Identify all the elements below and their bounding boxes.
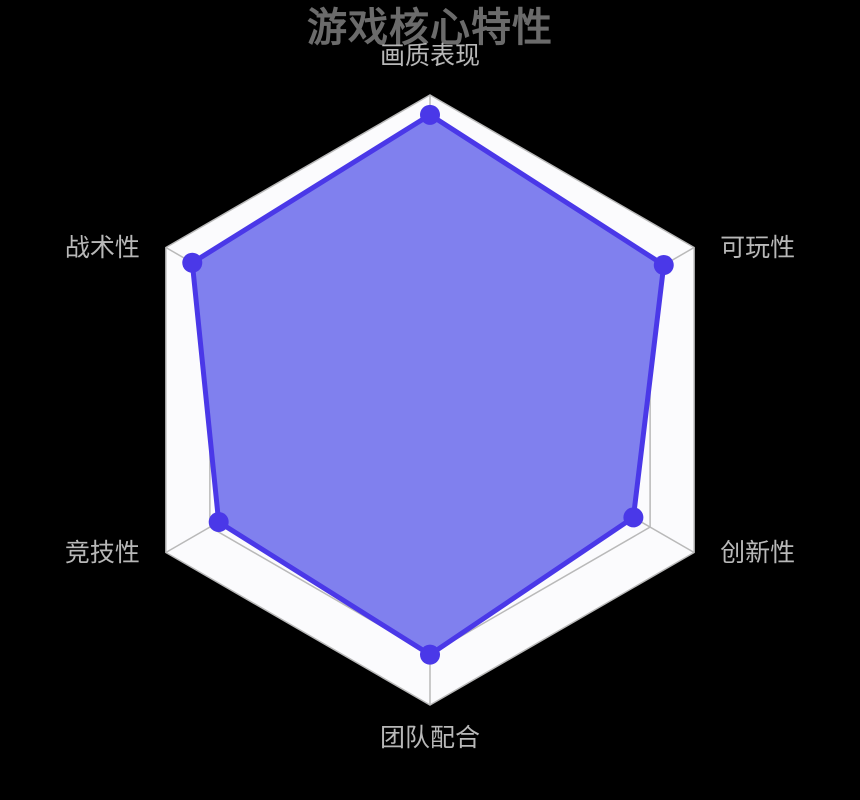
data-point-3[interactable] [420,644,440,665]
axis-label-tactical: 战术性 [64,233,140,262]
axis-label-competitive: 竞技性 [64,538,140,567]
data-point-4[interactable] [208,512,229,532]
data-point-2[interactable] [623,507,644,528]
axis-label-graphics: 画质表现 [379,42,480,70]
axis-label-playability: 可玩性 [720,233,796,262]
axis-label-teamwork: 团队配合 [379,724,480,752]
series-points-group[interactable] [182,104,674,665]
data-point-1[interactable] [653,255,674,276]
series-area-polygon [192,114,664,655]
data-point-0[interactable] [420,104,440,125]
data-point-5[interactable] [182,252,203,273]
axis-label-innovation: 创新性 [720,538,796,567]
chart-title: 游戏核心特性 [307,6,553,50]
